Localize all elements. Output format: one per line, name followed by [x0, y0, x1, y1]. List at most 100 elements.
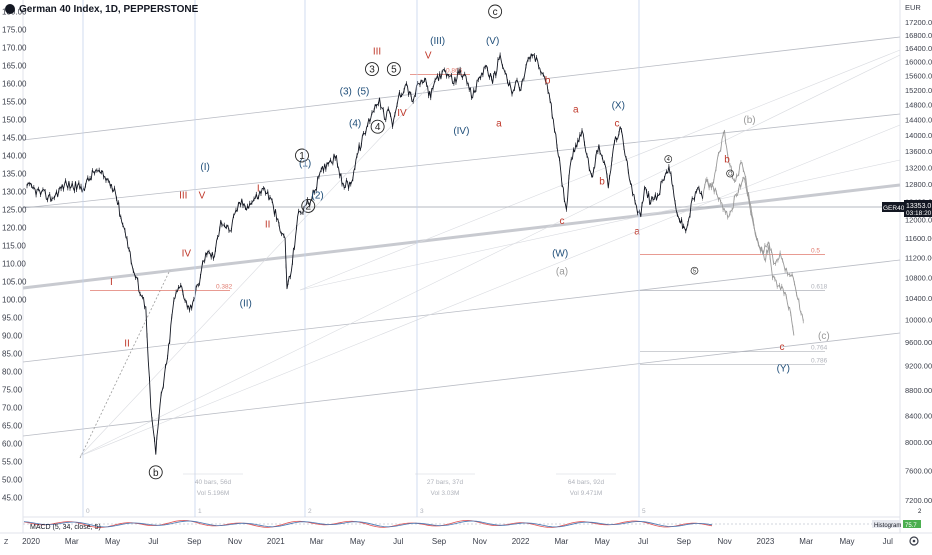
fan-line[interactable]: [79, 54, 901, 457]
bar-stats-bars: 64 bars, 92d: [568, 479, 605, 486]
channel-line[interactable]: [22, 36, 901, 141]
price-tag: GER40 13353.0 03:18:20: [882, 200, 932, 217]
wave-label: b: [724, 155, 730, 166]
right-axis-tick-label: 16800.00: [905, 31, 932, 40]
left-axis-tick-label: 120.00: [2, 224, 27, 233]
bar-count-label: 2: [308, 508, 312, 515]
fan-line[interactable]: [79, 124, 901, 457]
wave-label: (I): [200, 162, 209, 173]
small-circled-wave-label: 4: [667, 157, 670, 163]
circled-wave-label: 3: [369, 65, 375, 76]
wave-label: (W): [552, 248, 568, 259]
gear-icon[interactable]: [909, 536, 919, 546]
right-axis-tick-label: 10800.00: [905, 273, 932, 282]
right-axis-tick-label: 13200.00: [905, 163, 932, 172]
left-axis-tick-label: 90.00: [2, 332, 23, 341]
log-scale-button[interactable]: Z: [4, 539, 9, 546]
circled-wave-label: 1: [299, 151, 305, 162]
right-axis-tick-label: 11600.00: [905, 234, 932, 243]
left-axis-tick-label: 125.00: [2, 206, 27, 215]
gear-icon-center: [912, 539, 916, 543]
left-axis-tick-label: 45.00: [2, 494, 23, 503]
channel-line[interactable]: [22, 332, 901, 437]
fib-level-label: 0.382: [216, 284, 233, 291]
right-axis: 17200.00 16800.00 16400.00 16000.00 15600.00…: [905, 18, 932, 505]
left-axis-tick-label: 175.00: [2, 26, 27, 35]
bar-count-label: 3: [420, 508, 424, 515]
circled-wave-marker: [365, 62, 379, 77]
time-axis-tick-label: Nov: [228, 537, 242, 546]
wave-label: (3): [340, 86, 352, 97]
right-axis-tick-label: 12000.00: [905, 216, 932, 225]
channel-lines[interactable]: [22, 36, 901, 459]
left-axis-tick-label: 80.00: [2, 368, 23, 377]
dotted-trend-line[interactable]: [79, 269, 171, 459]
left-axis-tick-label: 155.00: [2, 98, 27, 107]
wave-label: b: [545, 76, 551, 87]
time-axis-tick-label: Mar: [310, 537, 324, 546]
bar-stats-bars: 40 bars, 56d: [195, 479, 232, 486]
settings-button[interactable]: [909, 536, 919, 546]
circled-wave-marker: [386, 62, 401, 77]
right-axis-tick-label: 14800.00: [905, 100, 932, 109]
fan-line[interactable]: [79, 79, 436, 457]
small-circled-wave-label: 5: [693, 269, 696, 275]
wave-label: (III): [430, 36, 445, 47]
left-axis-tick-label: 145.00: [2, 134, 27, 143]
wave-label: (II): [240, 299, 252, 310]
time-axis-tick-label: May: [595, 537, 610, 546]
right-axis-tick-label: 14000.00: [905, 131, 932, 140]
left-axis-tick-label: 160.00: [2, 80, 27, 89]
histogram-label: Histogram: [874, 523, 901, 529]
left-axis-tick-label: 95.00: [2, 314, 23, 323]
bar-stats-volume: Vol 9.471M: [570, 490, 603, 497]
wave-label: a: [496, 119, 502, 130]
circled-wave-marker: [370, 119, 385, 134]
macd-pane[interactable]: MACD (5, 34, close, 5) Histogram 75.7 2: [23, 509, 922, 531]
fan-line[interactable]: [299, 159, 901, 291]
circled-wave-marker: [301, 198, 316, 213]
bar-stats: 40 bars, 56d Vol 5.196M 27 bars, 37d Vol 3.…: [183, 473, 616, 497]
fib-level-label: 0.866: [446, 68, 463, 75]
wave-label: (IV): [453, 126, 469, 137]
wave-label: IV: [182, 248, 192, 259]
circled-wave-marker: [295, 148, 309, 163]
price-series: [26, 52, 804, 455]
circled-wave-marker: [488, 4, 503, 19]
time-axis-tick-label: Nov: [473, 537, 487, 546]
fib-levels[interactable]: 0.382 0.866 0.5 0.618 0.764 0.786: [90, 68, 828, 365]
time-axis-tick-label: Nov: [717, 537, 731, 546]
circled-wave-label: 4: [375, 122, 381, 133]
bar-stats-volume: Vol 3.03M: [431, 490, 460, 497]
wave-label: (Y): [777, 364, 790, 375]
price-tag-value: 13353.0: [906, 203, 931, 210]
wave-labels: III VIIIIVIIIIIIIVV(I)(II)(1)(2)(3)(4)(5)…: [110, 4, 830, 480]
time-axis-tick-label: Sep: [432, 537, 447, 546]
right-axis-tick-label: 12800.00: [905, 180, 932, 189]
left-axis-tick-label: 140.00: [2, 152, 27, 161]
time-axis-tick-label: May: [839, 537, 854, 546]
time-axis-tick-label: Sep: [187, 537, 202, 546]
fib-level-label: 0.764: [811, 345, 828, 352]
wave-label: V: [425, 50, 432, 61]
right-axis-tick-label: 7200.00: [905, 496, 932, 505]
right-axis-tick-label: 9200.00: [905, 361, 932, 370]
circled-wave-label: b: [153, 468, 159, 479]
small-circled-wave-marker: [726, 169, 734, 178]
time-axis-tick-label: Sep: [677, 537, 692, 546]
histogram-value: 75.7: [905, 523, 917, 529]
price-tag-bg: [904, 200, 932, 217]
channel-line[interactable]: [22, 113, 901, 209]
left-axis-tick-label: 105.00: [2, 278, 27, 287]
median-channel-line[interactable]: [22, 183, 901, 290]
fan-line[interactable]: [299, 49, 901, 291]
wave-label: III: [179, 191, 187, 202]
right-axis-tick-label: 13600.00: [905, 147, 932, 156]
channel-line[interactable]: [22, 259, 901, 363]
right-axis-tick-label: 16000.00: [905, 58, 932, 67]
left-axis-tick-label: 50.00: [2, 476, 23, 485]
wave-label: (X): [612, 101, 625, 112]
circled-wave-label: c: [493, 7, 498, 18]
